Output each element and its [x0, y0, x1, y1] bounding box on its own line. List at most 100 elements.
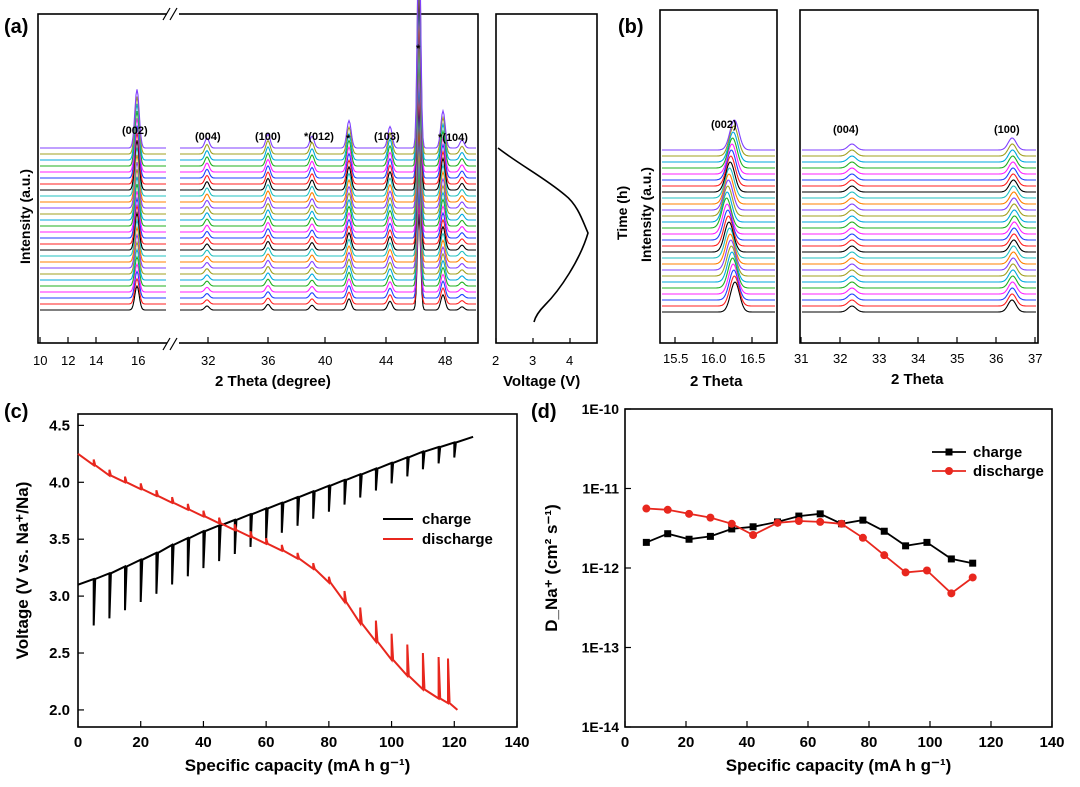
d-xtick-label: 80 — [861, 734, 878, 751]
xrd-a-trace — [40, 255, 166, 287]
c-xtick-label: 120 — [442, 734, 467, 751]
chart-d-point-discharge — [706, 513, 715, 522]
chart-d-point-discharge — [749, 531, 758, 540]
chart-d-point-discharge — [858, 533, 867, 542]
d-xtick-label: 120 — [978, 734, 1003, 751]
chart-d-point-discharge — [922, 566, 931, 575]
chart-d-point-charge — [880, 527, 888, 535]
d-xtick-label: 140 — [1039, 734, 1064, 751]
panel-c-label: (c) — [4, 401, 28, 423]
d-ytick-label: 1E-10 — [582, 401, 620, 417]
xrd-b-trace-right — [802, 155, 1036, 169]
xrd-a-trace — [40, 262, 166, 293]
xrd-a-trace — [40, 110, 166, 167]
voltage-ticks — [495, 338, 571, 343]
axis-break-marks — [162, 7, 178, 351]
legend-d-label-discharge: discharge — [973, 463, 1044, 480]
xrd-b-trace-right — [802, 293, 1036, 307]
b-xtick-label: 16.0 — [701, 351, 726, 366]
b-xtick-label: 32 — [833, 351, 847, 366]
chart-c-xlabel: Specific capacity (mA h g⁻¹) — [185, 756, 411, 775]
xrd-a-trace — [40, 147, 166, 197]
xrd-b-trace-right — [802, 227, 1036, 241]
b-xtick-label: 15.5 — [663, 351, 688, 366]
xrd-a-trace — [180, 0, 476, 161]
chart-d-point-discharge — [837, 519, 846, 528]
voltage-tick-3: 3 — [529, 353, 536, 368]
xrd-a-trace — [40, 183, 166, 227]
xrd-b-trace-right — [802, 173, 1036, 187]
chart-d-point-charge — [685, 535, 693, 543]
xrd-b-trace-right — [802, 245, 1036, 259]
xrd-a-trace — [40, 277, 166, 305]
xrd-b-trace-left — [662, 209, 775, 241]
peak-label-002: (002) — [122, 125, 148, 137]
xrd-a-trace — [180, 124, 476, 263]
b-xtick-label: 37 — [1028, 351, 1042, 366]
chart-d: 0 20 40 60 80 100 120 140 1E-10 1E-11 1E-12 1E-13 1E… — [542, 401, 1065, 775]
xrd-b-trace-right — [802, 137, 1036, 151]
xrd-a-trace — [180, 202, 476, 305]
xrd-a-trace — [180, 13, 476, 203]
xrd-b-trace-right — [802, 209, 1036, 223]
chart-d-point-charge — [706, 532, 714, 540]
a-xtick-label: 36 — [261, 353, 275, 368]
xrd-b-trace-right — [802, 233, 1036, 247]
peak-label-star2: * — [416, 43, 421, 55]
b-xtick-label: 33 — [872, 351, 886, 366]
panel-b-xlabel-left: 2 Theta — [690, 373, 743, 390]
xrd-b-trace-right — [802, 221, 1036, 235]
xrd-a-trace — [40, 132, 166, 185]
xrd-b-trace-left — [662, 191, 775, 223]
c-xtick-label: 80 — [321, 734, 338, 751]
legend-c-label-discharge: discharge — [422, 531, 493, 548]
xrd-a-trace — [180, 80, 476, 239]
chart-c-frame — [77, 413, 518, 728]
chart-d-point-charge — [816, 510, 824, 518]
chart-d-point-discharge — [947, 589, 956, 598]
chart-d-point-discharge — [727, 519, 736, 528]
voltage-xlabel: Voltage (V) — [503, 373, 580, 390]
voltage-profile-line — [497, 147, 589, 323]
xrd-b-trace-left — [662, 167, 775, 199]
chart-c: 0 20 40 60 80 100 120 140 2.0 2.5 3.0 3.5 4.0 4.5 Spec… — [13, 413, 530, 775]
xrd-b-trace-left — [662, 239, 775, 271]
xrd-a-trace — [40, 225, 166, 263]
xrd-b-trace-left — [662, 197, 775, 229]
xrd-a-trace — [40, 203, 166, 245]
xrd-b-trace-right — [802, 269, 1036, 283]
xrd-b-trace-left — [662, 269, 775, 301]
xrd-a-trace — [180, 0, 476, 185]
c-ytick-label: 2.0 — [49, 702, 70, 719]
xrd-b-trace-left — [662, 251, 775, 283]
xrd-b-traces — [662, 119, 1036, 313]
a-xtick-label: 14 — [89, 353, 103, 368]
chart-d-point-discharge — [816, 517, 825, 526]
axis-break — [167, 8, 179, 348]
panel-b-label: (b) — [618, 16, 644, 38]
chart-d-point-discharge — [901, 568, 910, 577]
chart-d-point-discharge — [773, 518, 782, 527]
a-xtick-label: 44 — [379, 353, 393, 368]
xrd-a-trace — [40, 96, 166, 155]
peak-label-004: (004) — [195, 131, 221, 143]
xrd-a-trace — [40, 210, 166, 251]
xrd-b-trace-right — [802, 287, 1036, 301]
chart-d-xlabel: Specific capacity (mA h g⁻¹) — [726, 756, 952, 775]
xrd-b-trace-left — [662, 143, 775, 175]
xrd-a-trace — [40, 89, 166, 149]
chart-d-point-discharge — [663, 505, 672, 514]
xrd-b-trace-left — [662, 215, 775, 247]
xrd-b-trace-right — [802, 167, 1036, 181]
xrd-b-trace-left — [662, 263, 775, 295]
legend-d-marker-charge — [945, 448, 953, 456]
xrd-a-trace — [180, 191, 476, 299]
xrd-b-trace-right — [802, 149, 1036, 163]
peak-label-100: (100) — [255, 131, 281, 143]
xrd-b-trace-left — [662, 227, 775, 259]
c-ytick-label: 4.5 — [49, 417, 70, 434]
panel-b-xlabel-right: 2 Theta — [891, 371, 944, 388]
xrd-a-trace — [180, 0, 476, 149]
panel-a-label: (a) — [4, 16, 28, 38]
